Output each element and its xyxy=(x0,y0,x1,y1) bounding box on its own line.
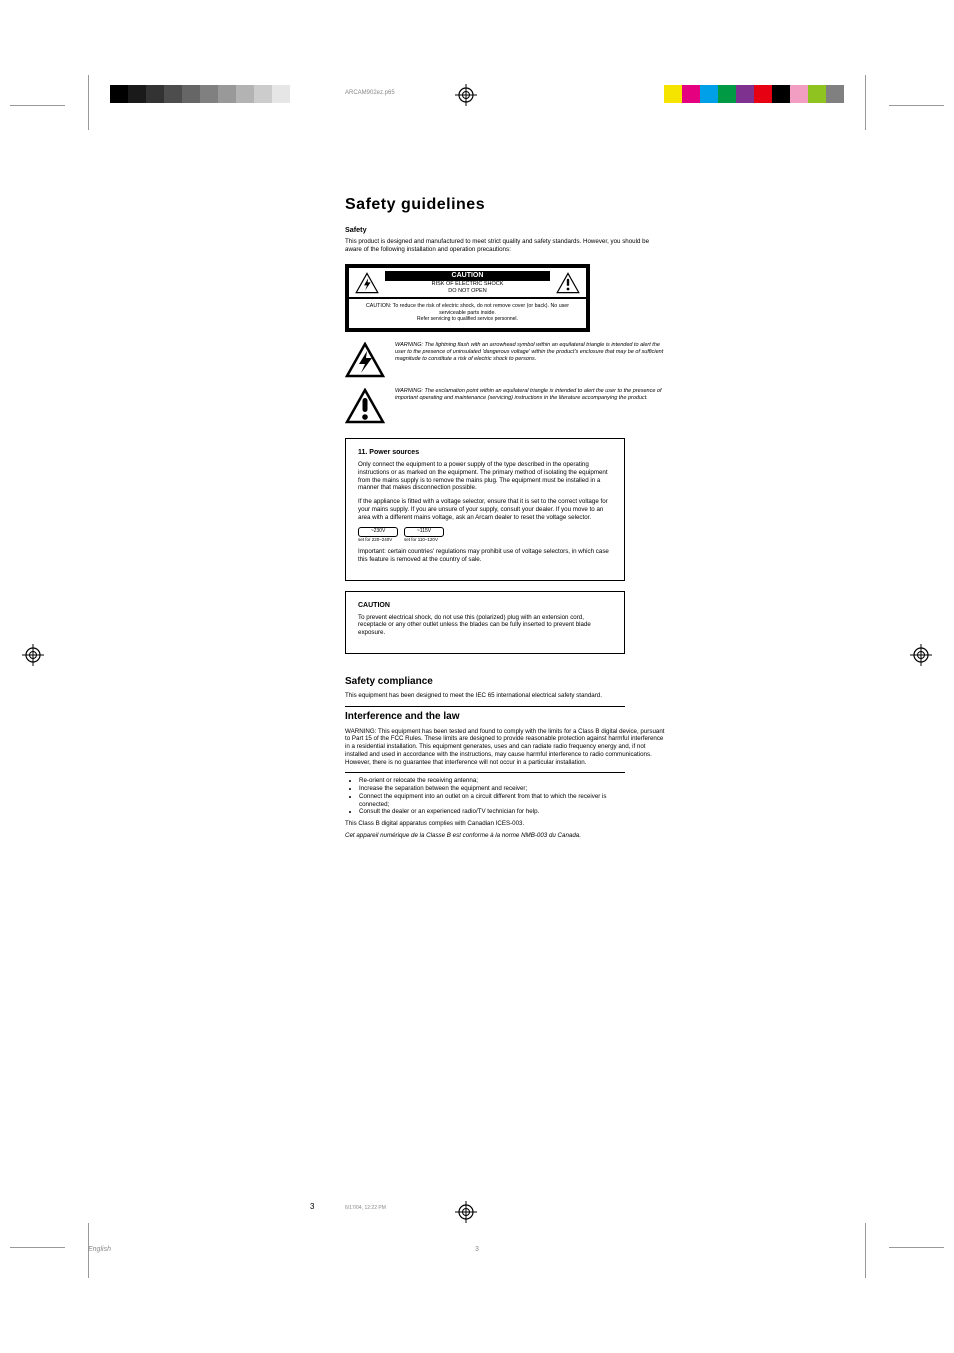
caution-box: CAUTION RISK OF ELECTRIC SHOCK DO NOT OP… xyxy=(345,264,590,333)
voltage-pill: ~115V set for 110–120V xyxy=(404,527,444,542)
crop-mark xyxy=(10,105,65,106)
section-body: This product is designed and manufacture… xyxy=(345,238,665,254)
voltage-pill: ~230V set for 220–240V xyxy=(358,527,398,542)
section-body: WARNING: This equipment has been tested … xyxy=(345,728,665,767)
registration-mark-icon xyxy=(455,84,477,106)
note-box-caution: CAUTION To prevent electrical shock, do … xyxy=(345,591,625,654)
bullet-item: Increase the separation between the equi… xyxy=(359,785,625,793)
caution-label: CAUTION xyxy=(385,271,550,282)
shock-warning-icon xyxy=(345,342,385,378)
note-heading: CAUTION xyxy=(358,602,612,611)
section-body: This equipment has been designed to meet… xyxy=(345,692,665,700)
caution-body-line2: Refer servicing to qualified service per… xyxy=(355,316,580,322)
note-heading: 11. Power sources xyxy=(358,449,612,458)
caution-subhead: RISK OF ELECTRIC SHOCK DO NOT OPEN xyxy=(385,281,550,295)
section-body: This Class B digital apparatus complies … xyxy=(345,820,665,828)
crop-mark xyxy=(889,105,944,106)
voltage-value: ~230V xyxy=(358,527,398,536)
bullet-item: Re-orient or relocate the receiving ante… xyxy=(359,777,625,785)
symbol-explanation: WARNING: The lightning flash with an arr… xyxy=(395,342,665,363)
build-timestamp: 6/17/04, 12:22 PM xyxy=(345,1205,386,1211)
note-paragraph: Important: certain countries' regulation… xyxy=(358,548,612,564)
exclamation-warning-icon xyxy=(556,272,580,294)
voltage-caption: set for 110–120V xyxy=(404,538,444,543)
note-box-power: 11. Power sources Only connect the equip… xyxy=(345,438,625,580)
color-calibration-bar xyxy=(664,85,844,103)
note-paragraph: If the appliance is fitted with a voltag… xyxy=(358,498,612,521)
divider xyxy=(345,706,625,707)
voltage-value: ~115V xyxy=(404,527,444,536)
divider xyxy=(345,772,625,773)
caution-body-line1: CAUTION: To reduce the risk of electric … xyxy=(355,303,580,316)
section-heading-compliance: Safety compliance xyxy=(345,676,665,689)
section-body: Cet appareil numérique de la Classe B es… xyxy=(345,832,665,840)
crop-mark xyxy=(88,75,89,130)
exclamation-warning-icon xyxy=(345,388,385,424)
registration-mark-icon xyxy=(910,644,932,666)
bullet-list: Re-orient or relocate the receiving ante… xyxy=(345,777,625,816)
note-paragraph: To prevent electrical shock, do not use … xyxy=(358,614,612,637)
registration-mark-icon xyxy=(455,1201,477,1223)
source-filename: ARCAM902ez.p65 xyxy=(345,90,395,96)
registration-mark-icon xyxy=(22,644,44,666)
note-paragraph: Only connect the equipment to a power su… xyxy=(358,461,612,492)
symbol-explanation: WARNING: The exclamation point within an… xyxy=(395,388,665,402)
page-title: Safety guidelines xyxy=(345,195,665,215)
section-heading-safety: Safety xyxy=(345,225,665,234)
voltage-caption: set for 220–240V xyxy=(358,538,398,543)
grayscale-calibration-bar xyxy=(110,85,290,103)
section-heading-law: Interference and the law xyxy=(345,711,665,724)
shock-warning-icon xyxy=(355,272,379,294)
bullet-item: Consult the dealer or an experienced rad… xyxy=(359,808,625,816)
page-number: 3 xyxy=(310,1202,314,1211)
footer-page-number: 3 xyxy=(0,1246,954,1253)
bullet-item: Connect the equipment into an outlet on … xyxy=(359,793,625,809)
crop-mark xyxy=(865,75,866,130)
